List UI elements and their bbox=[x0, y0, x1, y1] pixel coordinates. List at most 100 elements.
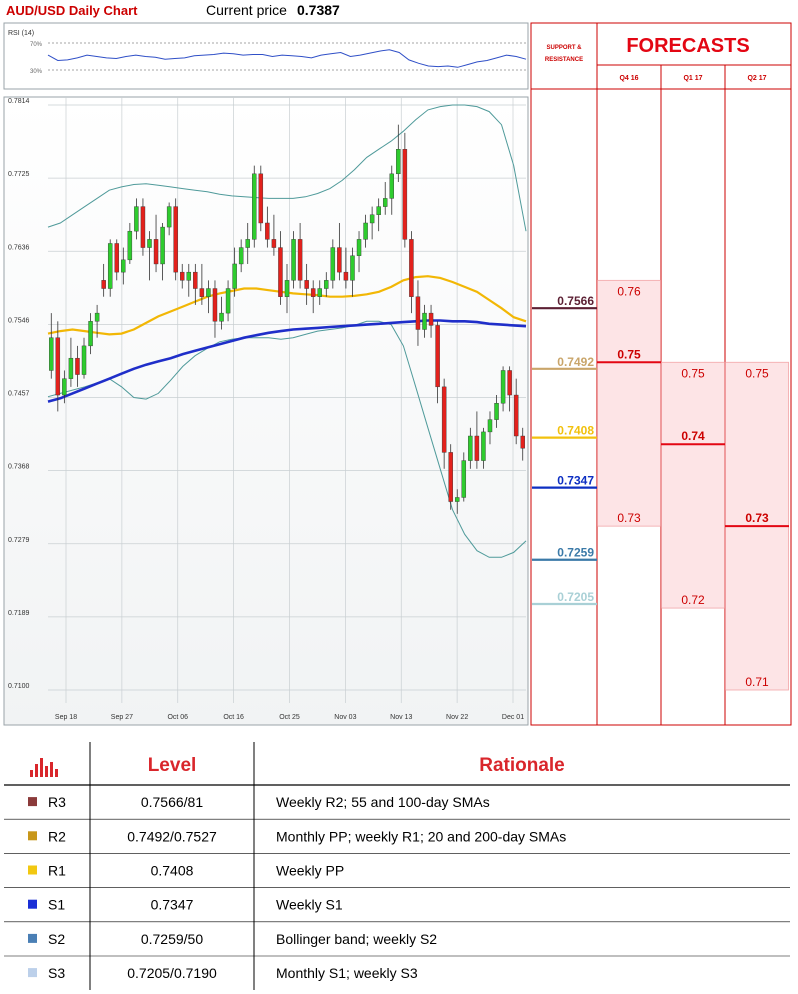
candle-bullish bbox=[62, 370, 67, 404]
candle-body bbox=[238, 247, 244, 265]
candle-body bbox=[114, 243, 119, 273]
candle-bullish bbox=[330, 239, 336, 289]
candle-bullish bbox=[389, 165, 394, 215]
forecast-range-band bbox=[597, 279, 661, 527]
forecast-range-band bbox=[661, 361, 725, 609]
candle-bullish bbox=[49, 313, 54, 379]
candle-body bbox=[94, 312, 100, 322]
level-swatch bbox=[28, 968, 37, 978]
candle-bullish bbox=[127, 222, 133, 264]
chart-title: AUD/USD Daily Chart bbox=[6, 3, 138, 18]
y-tick-label: 0.7546 bbox=[8, 317, 30, 324]
candle-body bbox=[206, 288, 211, 297]
candle-body bbox=[389, 173, 394, 199]
candle-body bbox=[88, 321, 93, 347]
candle-bearish bbox=[193, 263, 198, 305]
candle-body bbox=[422, 312, 427, 330]
candle-bullish bbox=[396, 124, 401, 183]
level-value: 0.7347 bbox=[151, 897, 194, 913]
candle-bearish bbox=[55, 321, 61, 412]
candle-bullish bbox=[68, 337, 74, 387]
forecast-mid-label: 0.75 bbox=[617, 347, 641, 361]
level-swatch bbox=[28, 865, 37, 875]
price-chart-plot-area bbox=[3, 96, 529, 726]
candle-body bbox=[55, 337, 61, 396]
level-rationale: Weekly R2; 55 and 100-day SMAs bbox=[276, 794, 490, 810]
candle-bullish bbox=[88, 313, 93, 355]
level-name: R2 bbox=[48, 828, 66, 844]
y-tick-label: 0.7100 bbox=[8, 683, 30, 690]
price-label: Current price bbox=[206, 2, 287, 18]
bollinger-upper-band bbox=[47, 104, 527, 232]
x-tick-label: Oct 25 bbox=[279, 714, 300, 721]
candle-bullish bbox=[468, 427, 473, 469]
candle-body bbox=[304, 280, 309, 289]
candle-body bbox=[160, 226, 165, 265]
candle-body bbox=[324, 280, 329, 289]
table-row: S3 0.7205/0.7190 Monthly S1; weekly S3 bbox=[28, 965, 418, 981]
candle-bearish bbox=[310, 280, 316, 314]
candle-body bbox=[134, 206, 139, 232]
candle-body bbox=[415, 296, 421, 330]
candle-body bbox=[265, 222, 270, 240]
x-tick-label: Sep 18 bbox=[55, 714, 77, 721]
level-name: R1 bbox=[48, 863, 66, 879]
candle-bullish bbox=[356, 231, 362, 273]
candle-body bbox=[291, 239, 296, 281]
candle-body bbox=[252, 173, 257, 240]
y-tick-label: 0.7368 bbox=[8, 464, 30, 471]
chart-header: AUD/USD Daily Chart Current price 0.7387 bbox=[6, 2, 340, 18]
candle-body bbox=[258, 173, 264, 224]
forecast-col-q1-label: Q1 17 bbox=[683, 75, 702, 82]
forecast-low-label: 0.73 bbox=[617, 511, 641, 525]
level-name: S2 bbox=[48, 931, 65, 947]
candle-bullish bbox=[363, 214, 368, 248]
candle-bearish bbox=[114, 239, 119, 281]
forecast-low-label: 0.72 bbox=[681, 593, 705, 607]
support-resistance-levels: 0.7566 0.7492 0.7408 0.7347 0.7259 0.7205 bbox=[532, 294, 597, 606]
level-rationale: Monthly PP; weekly R1; 20 and 200-day SM… bbox=[276, 828, 566, 844]
table-header-rationale: Rationale bbox=[479, 755, 565, 776]
candle-body bbox=[330, 247, 336, 281]
candle-body bbox=[68, 357, 74, 379]
candle-body bbox=[507, 370, 512, 396]
level-swatch bbox=[28, 797, 37, 807]
candle-body bbox=[278, 247, 283, 297]
candle-body bbox=[317, 288, 322, 297]
candle-bearish bbox=[428, 304, 434, 338]
level-rationale: Weekly S1 bbox=[276, 897, 343, 913]
forecast-col-q4-label: Q4 16 bbox=[619, 75, 638, 82]
y-tick-label: 0.7457 bbox=[8, 391, 30, 398]
candle-bullish bbox=[252, 165, 257, 248]
candle-body bbox=[369, 214, 375, 224]
x-tick-label: Sep 27 bbox=[111, 714, 133, 721]
level-value-s3: 0.7205 bbox=[557, 590, 594, 604]
candle-body bbox=[153, 239, 159, 265]
candle-bearish bbox=[258, 165, 264, 232]
candle-body bbox=[356, 239, 362, 256]
candle-bullish bbox=[107, 239, 113, 297]
candle-body bbox=[396, 149, 401, 175]
x-tick-label: Oct 06 bbox=[167, 714, 188, 721]
candle-bearish bbox=[101, 263, 106, 297]
x-axis-labels: Sep 18 Sep 27 Oct 06 Oct 16 Oct 25 Nov 03 Nov … bbox=[55, 714, 524, 721]
price-value: 0.7387 bbox=[297, 2, 340, 18]
y-axis-labels: 0.7814 0.7725 0.7636 0.7546 0.7457 0.7368 0.72… bbox=[8, 98, 30, 690]
candle-body bbox=[232, 263, 237, 289]
candle-body bbox=[297, 239, 303, 281]
candle-body bbox=[284, 280, 290, 297]
bollinger-lower-band bbox=[47, 320, 527, 558]
level-swatch bbox=[28, 831, 37, 841]
level-value-r2: 0.7492 bbox=[557, 355, 594, 369]
candle-body bbox=[382, 198, 388, 207]
candle-body bbox=[101, 280, 106, 289]
level-value-r3: 0.7566 bbox=[557, 294, 594, 308]
candle-body bbox=[409, 239, 414, 297]
forecast-high-label: 0.76 bbox=[617, 284, 641, 298]
x-tick-label: Nov 03 bbox=[334, 714, 356, 721]
candle-body bbox=[363, 222, 368, 240]
sma-blue-line bbox=[47, 319, 527, 403]
candle-bearish bbox=[153, 214, 159, 273]
candle-bearish bbox=[180, 263, 185, 289]
candle-body bbox=[310, 288, 316, 297]
